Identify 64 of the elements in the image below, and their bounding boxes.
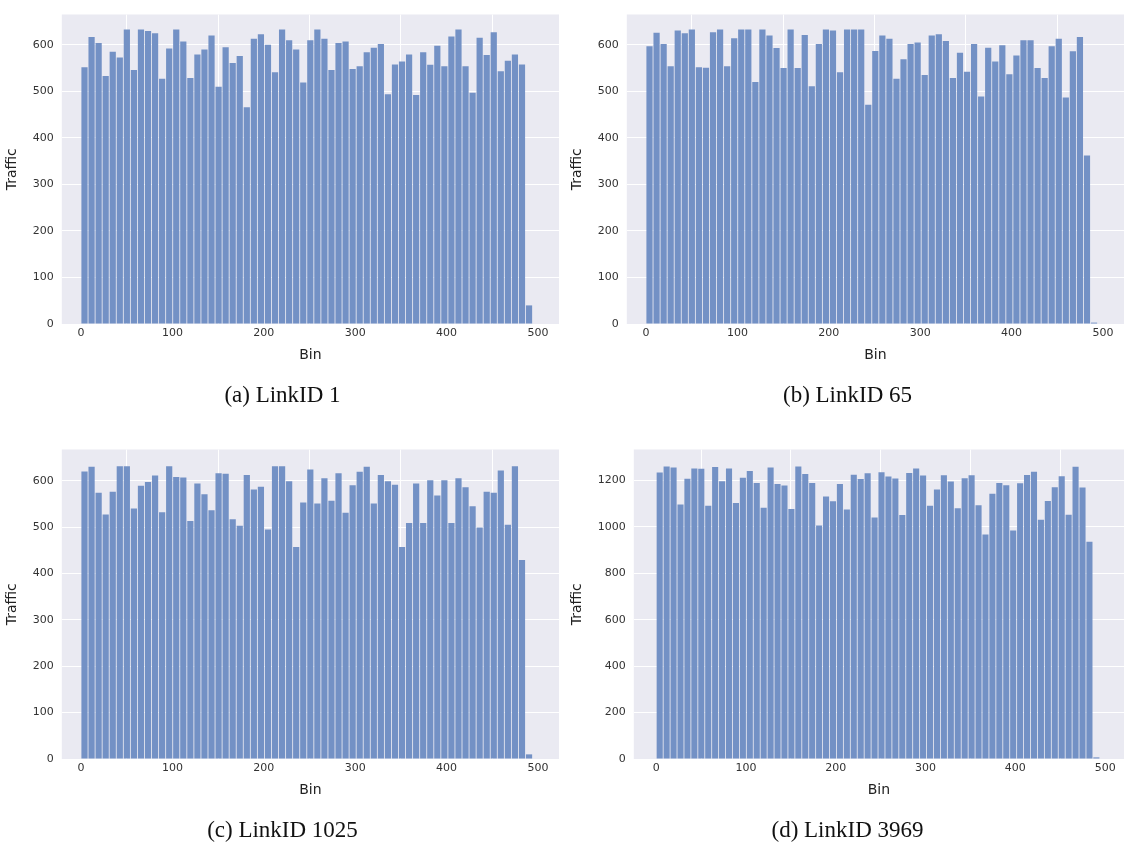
y-axis-title: Traffic <box>3 583 20 627</box>
y-tick-label: 600 <box>32 37 54 51</box>
x-tick-label: 0 <box>77 326 85 340</box>
y-tick-label: 100 <box>32 270 54 284</box>
y-tick-label: 200 <box>604 705 626 719</box>
x-tick-label: 500 <box>1092 326 1114 340</box>
text: (a) LinkID 1 <box>223 382 342 408</box>
y-tick-label: 300 <box>32 177 54 191</box>
x-tick-label: 100 <box>735 761 757 775</box>
x-tick-label: 200 <box>253 326 275 340</box>
y-tick-label: 1200 <box>597 473 626 487</box>
x-tick-label: 0 <box>77 761 85 775</box>
y-tick-label: 600 <box>597 37 619 51</box>
text: (c) LinkID 1025 <box>206 817 359 843</box>
text: (d) LinkID 3969 <box>770 817 925 843</box>
y-tick-label: 0 <box>611 316 619 330</box>
x-tick-label: 0 <box>652 761 660 775</box>
x-tick-label: 300 <box>344 761 366 775</box>
y-axis-title: Traffic <box>3 148 20 192</box>
y-tick-label: 1000 <box>597 519 626 533</box>
y-tick-label: 600 <box>604 612 626 626</box>
x-tick-label: 100 <box>726 326 748 340</box>
x-axis-title: Bin <box>867 781 891 798</box>
y-tick-label: 300 <box>597 177 619 191</box>
y-tick-label: 500 <box>32 519 54 533</box>
y-tick-label: 800 <box>604 566 626 580</box>
x-tick-label: 400 <box>436 326 458 340</box>
x-tick-label: 500 <box>527 761 549 775</box>
x-tick-label: 400 <box>1001 326 1023 340</box>
x-tick-label: 200 <box>825 761 847 775</box>
y-tick-label: 200 <box>32 223 54 237</box>
x-tick-label: 200 <box>818 326 840 340</box>
x-axis-title: Bin <box>299 781 322 798</box>
y-tick-label: 400 <box>597 130 619 144</box>
y-tick-label: 600 <box>32 473 54 487</box>
x-tick-label: 200 <box>253 761 275 775</box>
x-axis-title: Bin <box>299 346 322 363</box>
x-tick-label: 100 <box>161 761 183 775</box>
x-tick-label: 500 <box>527 326 549 340</box>
x-tick-label: 400 <box>436 761 458 775</box>
x-tick-label: 300 <box>915 761 937 775</box>
y-axis-title: Traffic <box>568 148 585 192</box>
x-tick-label: 500 <box>1094 761 1116 775</box>
y-tick-label: 0 <box>618 751 626 765</box>
y-tick-label: 100 <box>32 705 54 719</box>
y-tick-label: 500 <box>597 84 619 98</box>
x-tick-label: 300 <box>909 326 931 340</box>
x-tick-label: 400 <box>1004 761 1026 775</box>
y-tick-label: 400 <box>32 566 54 580</box>
x-tick-label: 300 <box>344 326 366 340</box>
y-tick-label: 400 <box>32 130 54 144</box>
y-tick-label: 200 <box>32 659 54 673</box>
y-tick-label: 300 <box>32 612 54 626</box>
y-tick-label: 0 <box>46 316 54 330</box>
y-tick-label: 500 <box>32 84 54 98</box>
y-tick-label: 400 <box>604 659 626 673</box>
x-tick-label: 100 <box>161 326 183 340</box>
y-tick-label: 100 <box>597 270 619 284</box>
text: (b) LinkID 65 <box>782 382 913 408</box>
x-axis-title: Bin <box>864 346 887 363</box>
y-tick-label: 200 <box>597 223 619 237</box>
x-tick-label: 0 <box>642 326 650 340</box>
y-tick-label: 0 <box>46 751 54 765</box>
y-axis-title: Traffic <box>568 583 585 627</box>
